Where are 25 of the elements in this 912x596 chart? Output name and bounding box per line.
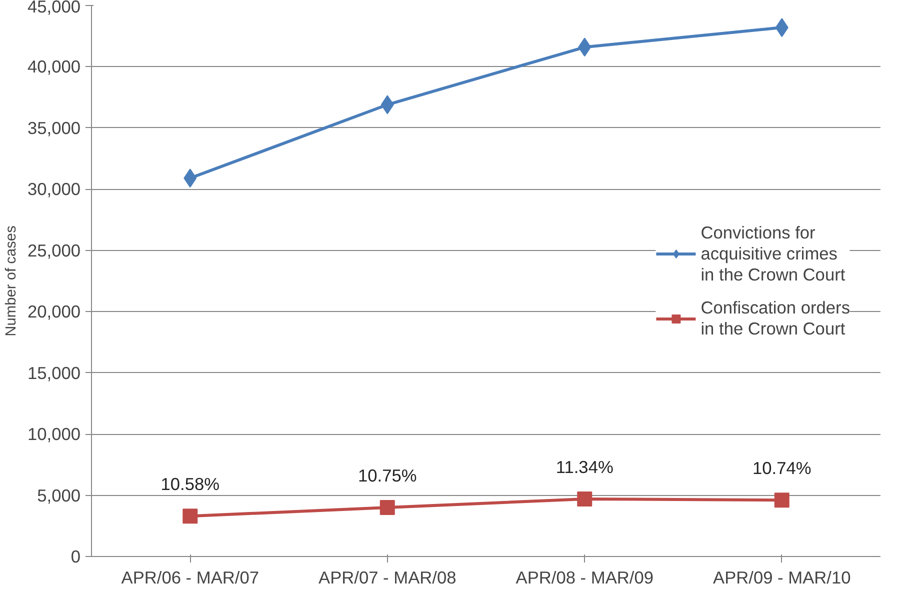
y-tick-label: 20,000 [28,302,80,322]
annotation: 11.34% [556,456,614,477]
y-tick-label: 15,000 [28,362,80,383]
point [577,491,592,506]
legend-label: Confiscation orders in the Crown Court [700,297,850,339]
point [182,508,198,524]
x-tick-label: APR/07 - MAR/08 [318,568,456,588]
y-tick-label: 40,000 [28,56,80,77]
annotation: 10.58% [160,474,220,494]
y-tick-label: 25,000 [28,240,80,260]
x-tick-label: APR/09 - MAR/10 [713,568,851,588]
annotation: 10.74% [752,458,812,478]
y-tick-label: 0 [70,546,81,566]
x-tick-label: APR/06 - MAR/07 [121,568,259,588]
y-axis-title: Number of cases [4,226,20,336]
point [380,500,395,516]
annotation: 10.75% [358,466,417,486]
x-tick-label: APR/08 - MAR/09 [516,568,654,588]
legend-label: Convictions for acquisitive crimes in the Crown Court [700,222,846,285]
y-tick-label: 45,000 [28,0,80,16]
y-tick-label: 35,000 [28,118,80,138]
point [774,492,790,508]
y-tick-label: 30,000 [28,179,80,200]
y-tick-label: 5,000 [37,485,81,506]
y-tick-label: 10,000 [28,424,80,444]
